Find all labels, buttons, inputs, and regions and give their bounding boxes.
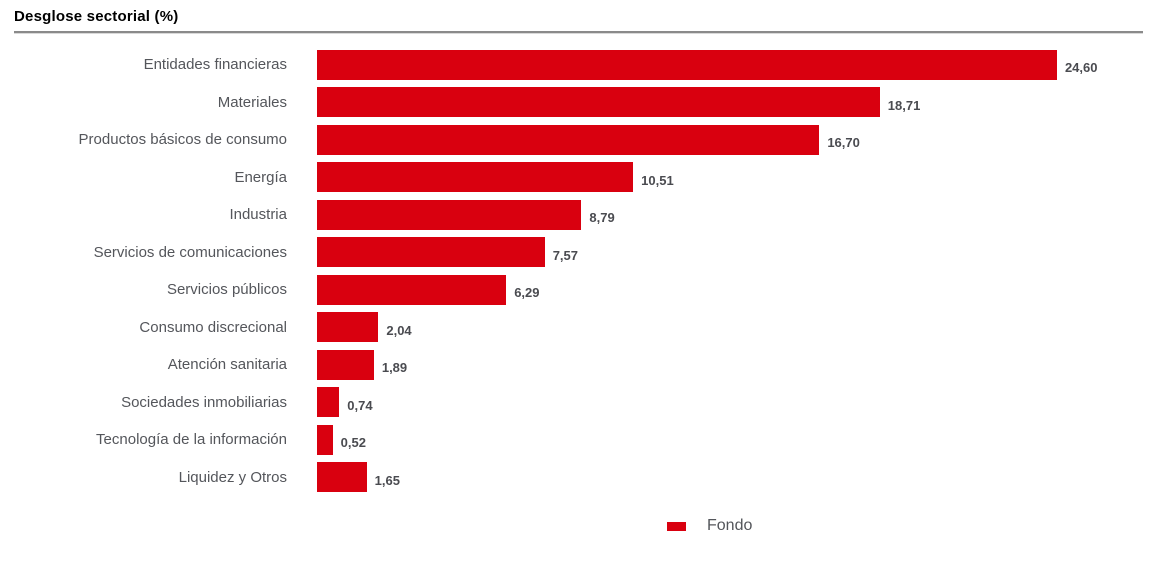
bar xyxy=(317,312,379,343)
category-label: Liquidez y Otros xyxy=(178,468,287,486)
category-label: Materiales xyxy=(217,93,287,111)
bar-row: Servicios de comunicaciones 7,57 xyxy=(0,234,1150,272)
bar-row: Entidades financieras 24,60 xyxy=(0,46,1150,84)
bar xyxy=(317,274,507,305)
value-label: 1,65 xyxy=(374,472,400,488)
bar-row: Industria 8,79 xyxy=(0,196,1150,234)
chart-title: Desglose sectorial (%) xyxy=(14,8,179,25)
bar-row: Energía 10,51 xyxy=(0,159,1150,197)
bar xyxy=(317,237,545,268)
bar xyxy=(317,387,340,418)
bar-chart: Entidades financieras 24,60 Materiales 18,7… xyxy=(0,46,1150,496)
bar-row: Atención sanitaria 1,89 xyxy=(0,346,1150,384)
value-label: 18,71 xyxy=(887,97,921,113)
bar-area: 10,51 xyxy=(317,159,1150,197)
category-label: Tecnología de la información xyxy=(96,431,287,449)
bar xyxy=(317,49,1057,80)
bar-area: 1,65 xyxy=(317,459,1150,497)
bar-row: Servicios públicos 6,29 xyxy=(0,271,1150,309)
category-label: Consumo discrecional xyxy=(139,318,287,336)
bar-area: 2,04 xyxy=(317,309,1150,347)
category-label: Servicios de comunicaciones xyxy=(93,243,287,261)
bar-area: 1,89 xyxy=(317,346,1150,384)
value-label: 1,89 xyxy=(381,360,408,376)
bar xyxy=(317,124,820,155)
title-divider xyxy=(14,31,1143,34)
bar-area: 24,60 xyxy=(317,46,1150,84)
bar-area: 6,29 xyxy=(317,271,1150,309)
category-label: Industria xyxy=(229,206,287,224)
category-label: Energía xyxy=(234,168,287,186)
value-label: 16,70 xyxy=(827,135,860,151)
bar-row: Productos básicos de consumo 16,70 xyxy=(0,121,1150,159)
category-label: Sociedades inmobiliarias xyxy=(121,393,287,411)
category-label: Entidades financieras xyxy=(143,56,287,74)
bar-area: 8,79 xyxy=(317,196,1150,234)
bar-area: 16,70 xyxy=(317,121,1150,159)
bar xyxy=(317,349,374,380)
bar-row: Materiales 18,71 xyxy=(0,84,1150,122)
legend-swatch-fondo xyxy=(667,521,686,531)
bar xyxy=(317,462,367,493)
category-label: Productos básicos de consumo xyxy=(78,131,287,149)
value-label: 0,74 xyxy=(347,397,373,413)
value-label: 10,51 xyxy=(641,172,674,188)
bar-area: 18,71 xyxy=(317,84,1150,122)
bar-row: Liquidez y Otros 1,65 xyxy=(0,459,1150,497)
bar xyxy=(317,87,880,118)
value-label: 6,29 xyxy=(514,285,540,301)
value-label: 0,52 xyxy=(340,435,366,451)
legend-label-fondo: Fondo xyxy=(707,517,753,534)
value-label: 7,57 xyxy=(552,247,579,263)
category-label: Atención sanitaria xyxy=(167,356,287,374)
category-label: Servicios públicos xyxy=(166,281,287,299)
bar-area: 0,74 xyxy=(317,384,1150,422)
value-label: 8,79 xyxy=(589,210,615,226)
sector-breakdown-chart-page: Desglose sectorial (%) Entidades financi… xyxy=(0,8,1150,561)
bar-row: Tecnología de la información 0,52 xyxy=(0,421,1150,459)
bar xyxy=(317,162,634,193)
bar xyxy=(317,199,582,230)
bar-area: 0,52 xyxy=(317,421,1150,459)
bar-row: Sociedades inmobiliarias 0,74 xyxy=(0,384,1150,422)
value-label: 2,04 xyxy=(386,322,412,338)
value-label: 24,60 xyxy=(1064,60,1098,76)
bar-area: 7,57 xyxy=(317,234,1150,272)
bar xyxy=(317,424,333,455)
bar-row: Consumo discrecional 2,04 xyxy=(0,309,1150,347)
legend: Fondo xyxy=(667,515,752,537)
